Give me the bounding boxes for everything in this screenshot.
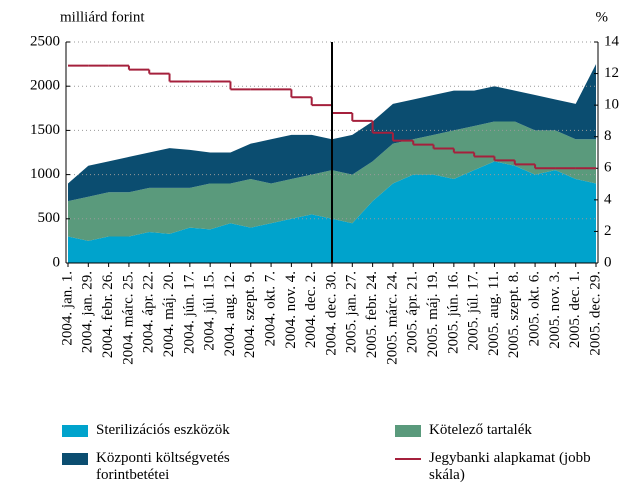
- legend-item: Sterilizációs eszközök: [62, 422, 292, 439]
- x-tick-label: 2004. aug. 12.: [222, 271, 238, 356]
- x-tick-label: 2005. ápr. 21.: [405, 271, 421, 353]
- x-tick-label: 2004. máj. 20.: [161, 271, 177, 357]
- y-axis-label: milliárd forint: [60, 9, 145, 25]
- y-tick-label: 500: [38, 210, 61, 226]
- y-tick-label: 0: [53, 254, 61, 270]
- x-tick-label: 2004. márc. 25.: [120, 271, 136, 365]
- x-tick-label: 2004. júl. 15.: [202, 271, 218, 351]
- x-tick-label: 2005. dec. 29.: [587, 271, 603, 356]
- y-tick-label: 1000: [30, 166, 60, 182]
- y2-tick-label: 0: [604, 254, 612, 270]
- x-tick-label: 2005. márc. 24.: [384, 271, 400, 365]
- area: [68, 64, 596, 202]
- x-tick-label: 2004. okt. 7.: [263, 271, 279, 346]
- x-tick-label: 2005. okt. 6.: [527, 271, 543, 346]
- y2-tick-label: 10: [604, 97, 619, 113]
- x-tick-label: 2005. nov. 3.: [547, 271, 563, 349]
- y2-tick-label: 4: [604, 191, 612, 207]
- x-tick-label: 2005. júl. 17.: [466, 271, 482, 351]
- x-tick-label: 2005. máj. 19.: [425, 271, 441, 357]
- y2-tick-label: 12: [604, 65, 619, 81]
- y2-tick-label: 2: [604, 223, 612, 239]
- legend-label: Központi költségvetés forintbetétei: [96, 450, 230, 483]
- legend-swatch: [395, 425, 421, 437]
- x-tick-label: 2004. szept. 9.: [242, 271, 258, 358]
- legend-item: Kötelező tartalék: [395, 422, 635, 439]
- x-tick-label: 2004. ápr. 22.: [141, 271, 157, 353]
- y2-tick-label: 8: [604, 128, 612, 144]
- x-tick-label: 2004. febr. 26.: [100, 271, 116, 358]
- legend-item: Jegybanki alapkamat (jobb skála): [395, 450, 635, 484]
- legend-label: Kötelező tartalék: [429, 422, 532, 438]
- x-tick-label: 2005. szept. 8.: [506, 271, 522, 358]
- y-tick-label: 2500: [30, 33, 60, 49]
- legend-item: Központi költségvetés forintbetétei: [62, 450, 292, 484]
- y2-tick-label: 6: [604, 160, 612, 176]
- y2-axis-label: %: [596, 9, 609, 25]
- legend-label: Sterilizációs eszközök: [96, 422, 230, 438]
- y-tick-label: 1500: [30, 122, 60, 138]
- x-tick-label: 2005. aug. 11.: [486, 271, 502, 356]
- legend-label: Jegybanki alapkamat (jobb skála): [429, 450, 591, 483]
- x-tick-label: 2004. jan. 1.: [59, 271, 75, 346]
- y-tick-label: 2000: [30, 78, 60, 94]
- legend-swatch: [395, 458, 421, 460]
- x-tick-label: 2004. jún. 17.: [181, 271, 197, 354]
- x-tick-label: 2005. jún. 16.: [445, 271, 461, 354]
- area: [68, 161, 596, 263]
- legend-swatch: [62, 453, 88, 465]
- x-tick-label: 2004. dec. 30.: [323, 271, 339, 356]
- x-tick-label: 2004. jan. 29.: [80, 271, 96, 353]
- x-tick-label: 2004. dec. 2.: [303, 271, 319, 348]
- x-tick-label: 2004. nov. 4.: [283, 271, 299, 349]
- x-tick-label: 2005. dec. 1.: [567, 271, 583, 348]
- x-tick-label: 2005. jan. 27.: [344, 271, 360, 353]
- x-tick-label: 2005. febr. 24.: [364, 271, 380, 358]
- y2-tick-label: 14: [604, 33, 620, 49]
- legend-swatch: [62, 425, 88, 437]
